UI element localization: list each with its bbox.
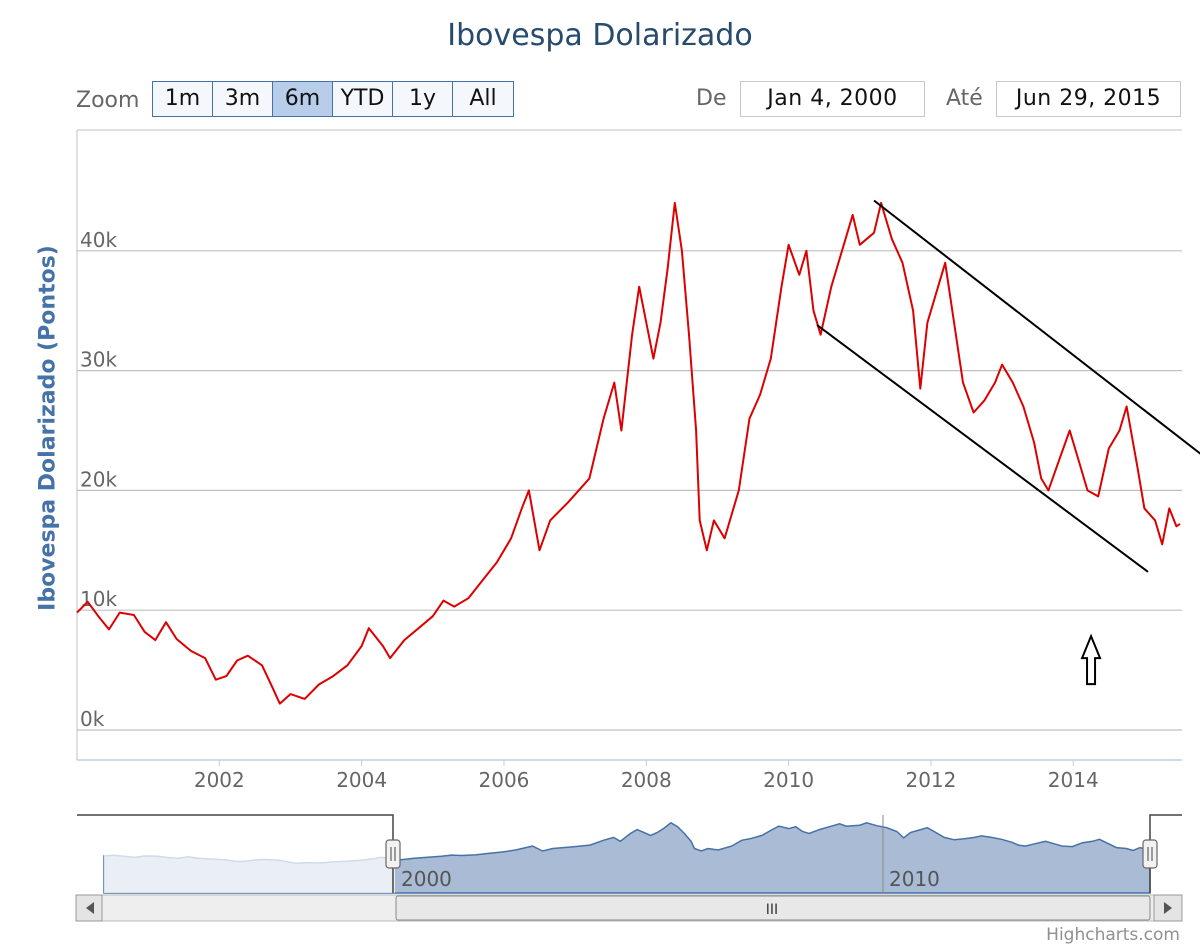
x-tick-label: 2008 (621, 768, 672, 792)
scrollbar: III (75, 894, 1183, 922)
zoom-3m-button[interactable]: 3m (213, 82, 273, 116)
series-layer (76, 201, 1181, 705)
from-date-label: De (696, 86, 727, 111)
y-tick-label: 0k (80, 707, 105, 731)
up-arrow-icon (1080, 633, 1102, 686)
to-date-input[interactable]: Jun 29, 2015 (996, 81, 1181, 117)
y-axis-ticks: 0k 10k 20k 30k 40k (80, 228, 117, 731)
series-line (76, 201, 1181, 705)
x-tick-label: 2002 (194, 768, 245, 792)
zoom-1y-button[interactable]: 1y (393, 82, 453, 116)
zoom-button-group: 1m 3m 6m YTD 1y All (152, 81, 514, 117)
y-tick-label: 40k (80, 228, 117, 252)
annotations (816, 199, 1200, 686)
handle-body (1142, 839, 1158, 869)
x-tick-label: 2012 (905, 768, 956, 792)
navigator-label: 2010 (889, 867, 940, 891)
from-date-input[interactable]: Jan 4, 2000 (740, 81, 925, 117)
zoom-6m-button[interactable]: 6m (273, 82, 333, 116)
to-date-label: Até (946, 86, 983, 111)
scroll-right-arrow-icon (1164, 902, 1172, 914)
navigator-left-handle[interactable] (385, 839, 401, 869)
y-tick-label: 30k (80, 348, 117, 372)
highcharts-credit[interactable]: Highcharts.com (1046, 925, 1180, 945)
navigator: 2000 2010 III (75, 814, 1183, 922)
x-tick-label: 2014 (1048, 768, 1099, 792)
zoom-ytd-button[interactable]: YTD (333, 82, 393, 116)
x-tick-label: 2006 (479, 768, 530, 792)
navigator-label: 2000 (401, 867, 452, 891)
zoom-all-button[interactable]: All (453, 82, 513, 116)
scrollbar-thumb[interactable] (395, 895, 1151, 921)
zoom-1m-button[interactable]: 1m (153, 82, 213, 116)
grid-lines (76, 129, 1182, 760)
navigator-right-handle[interactable] (1142, 839, 1158, 869)
x-tick-label: 2004 (336, 768, 387, 792)
x-axis-ticks: 2002 2004 2006 2008 2010 2012 2014 (77, 759, 1182, 792)
y-tick-label: 20k (80, 467, 117, 491)
zoom-label: Zoom (76, 88, 140, 113)
navigator-mask (104, 815, 395, 893)
x-tick-label: 2010 (763, 768, 814, 792)
scroll-left-arrow-icon (86, 902, 94, 914)
y-tick-label: 10k (80, 587, 117, 611)
trend-channel-line (873, 199, 1200, 455)
chart-title: Ibovespa Dolarizado (447, 18, 753, 53)
handle-body (385, 839, 401, 869)
trend-channel-line (816, 324, 1149, 573)
scrollbar-grip: III (766, 902, 778, 918)
